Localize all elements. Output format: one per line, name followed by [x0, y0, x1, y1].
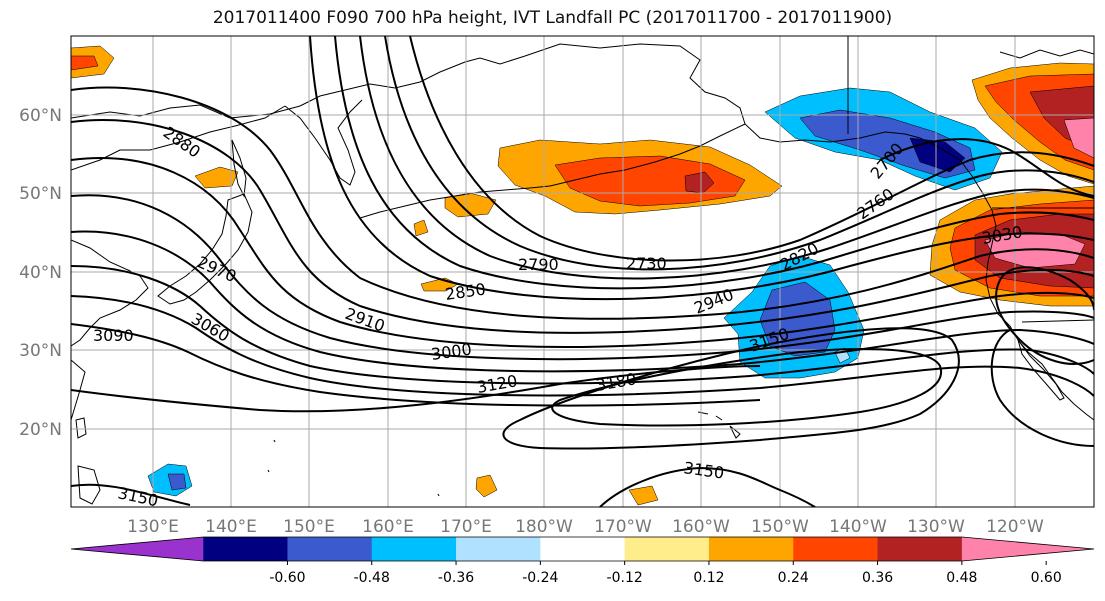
colorbar-segment [203, 537, 288, 561]
lat-label: 20°N [19, 420, 62, 440]
coastline-philippines [77, 465, 101, 505]
colorbar: -0.60 -0.48 -0.36 -0.24 -0.12 0.12 0.24 0.36 0.4… [70, 536, 1095, 586]
lon-label: 170°W [594, 517, 652, 537]
coastline-japan [157, 193, 253, 305]
map-border [70, 35, 1095, 508]
lat-axis: 60°N 50°N 40°N 30°N 20°N [19, 106, 62, 440]
contour-2910 [71, 118, 1094, 334]
lat-label: 50°N [19, 184, 62, 204]
colorbar-ticks: -0.60 -0.48 -0.36 -0.24 -0.12 0.12 0.24 0.36 0.4… [269, 561, 1062, 586]
positive-anomaly-nw-corner-core [71, 55, 99, 71]
colorbar-tick-label: -0.36 [438, 570, 474, 586]
colorbar-tick-label: -0.48 [354, 570, 390, 586]
coastline-sakhalin [231, 139, 247, 198]
colorbar-tick-label: 0.12 [693, 570, 724, 586]
colorbar-tick-label: -0.24 [522, 570, 558, 586]
positive-anomaly-canada-peak [1063, 117, 1094, 159]
lat-label: 40°N [19, 263, 62, 283]
positive-anomaly-south-2 [628, 485, 659, 506]
lon-label: 170°E [440, 517, 492, 537]
lon-label: 160°W [672, 517, 730, 537]
coastline-korea-china [71, 239, 149, 347]
lat-label: 30°N [19, 341, 62, 361]
coastline-taiwan [75, 417, 87, 439]
colorbar-segment [540, 537, 626, 561]
contour-2940 [71, 157, 1094, 348]
colorbar-tick-label: 0.24 [778, 570, 809, 586]
lon-label: 120°W [986, 517, 1044, 537]
contour-2700 [879, 138, 1094, 197]
island-hawaii [697, 411, 741, 439]
colorbar-segments [70, 536, 1095, 562]
coastline-baja [1017, 339, 1065, 401]
contour-east-3150 [995, 266, 1094, 365]
map-title: 2017011400 F090 700 hPa height, IVT Land… [212, 8, 893, 28]
colorbar-extend-min [71, 537, 204, 561]
contour-2850 [309, 36, 1094, 301]
contour-3090 [71, 323, 761, 407]
positive-anomaly-south-1 [475, 474, 498, 498]
colorbar-segment [371, 537, 457, 561]
lat-label: 60°N [19, 106, 62, 126]
contour-label: 2730 [626, 254, 667, 273]
colorbar-extend-max [961, 537, 1094, 561]
colorbar-tick-label: -0.60 [269, 570, 305, 586]
lon-label: 140°W [829, 517, 887, 537]
lon-label: 150°E [283, 517, 335, 537]
island-small-1 [267, 439, 440, 497]
contour-3150-closed [502, 327, 960, 450]
contour-label: 3150 [116, 483, 160, 510]
height-contours [71, 36, 1094, 507]
positive-anomaly-small-2 [413, 219, 429, 237]
graticule [71, 36, 1094, 507]
positive-anomaly-north-pacific-max [684, 171, 715, 194]
colorbar-outline [70, 536, 1095, 562]
contour-3120 [71, 365, 761, 413]
colorbar-tick-label: 0.36 [862, 570, 893, 586]
contour-label: 3090 [93, 326, 134, 345]
border-us-mexico [1021, 319, 1094, 323]
contour-2730 [409, 36, 1094, 262]
colorbar-segment [793, 537, 879, 561]
lon-label: 180°W [515, 517, 573, 537]
map-panel: 2880 2970 3090 3060 2850 2910 2790 2730 … [71, 36, 1094, 510]
colorbar-segment [624, 537, 710, 561]
lon-label: 160°E [362, 517, 414, 537]
colorbar-segment [877, 537, 963, 561]
lon-label: 150°W [751, 517, 809, 537]
contour-2790 [359, 36, 1094, 280]
contour-3180 [551, 347, 943, 427]
lon-label: 130°W [907, 517, 965, 537]
coastline-hudson [999, 49, 1094, 59]
contour-east-3180 [990, 329, 1094, 447]
lon-axis: 130°E 140°E 150°E 160°E 170°E 180°W 170°… [127, 517, 1044, 537]
coastline-east-china [71, 359, 86, 421]
coastline-okhotsk [71, 105, 286, 171]
lon-label: 130°E [127, 517, 179, 537]
contour-3060 [71, 295, 1094, 397]
contour-3030 [71, 265, 1094, 385]
colorbar-tick-label: 0.48 [946, 570, 977, 586]
contour-2760 [384, 36, 1094, 271]
colorbar-segment [456, 537, 541, 561]
lon-label: 140°E [205, 517, 257, 537]
coastline-alaska-peninsula [549, 123, 746, 187]
colorbar-segment [287, 537, 373, 561]
coastline-kamchatka [284, 99, 363, 186]
colorbar-segment [708, 537, 794, 561]
negative-anomaly-west-pacific-core [167, 473, 187, 491]
contour-3150-south [71, 466, 816, 507]
contour-label: 2790 [518, 255, 559, 274]
coastline-siberia [71, 55, 526, 119]
colorbar-tick-label: -0.12 [607, 570, 643, 586]
contour-2820 [334, 36, 1094, 290]
colorbar-tick-label: 0.60 [1031, 570, 1062, 586]
positive-anomaly-japan [194, 166, 239, 189]
contour-3000 [71, 230, 1094, 373]
contour-2880 [71, 86, 1094, 320]
